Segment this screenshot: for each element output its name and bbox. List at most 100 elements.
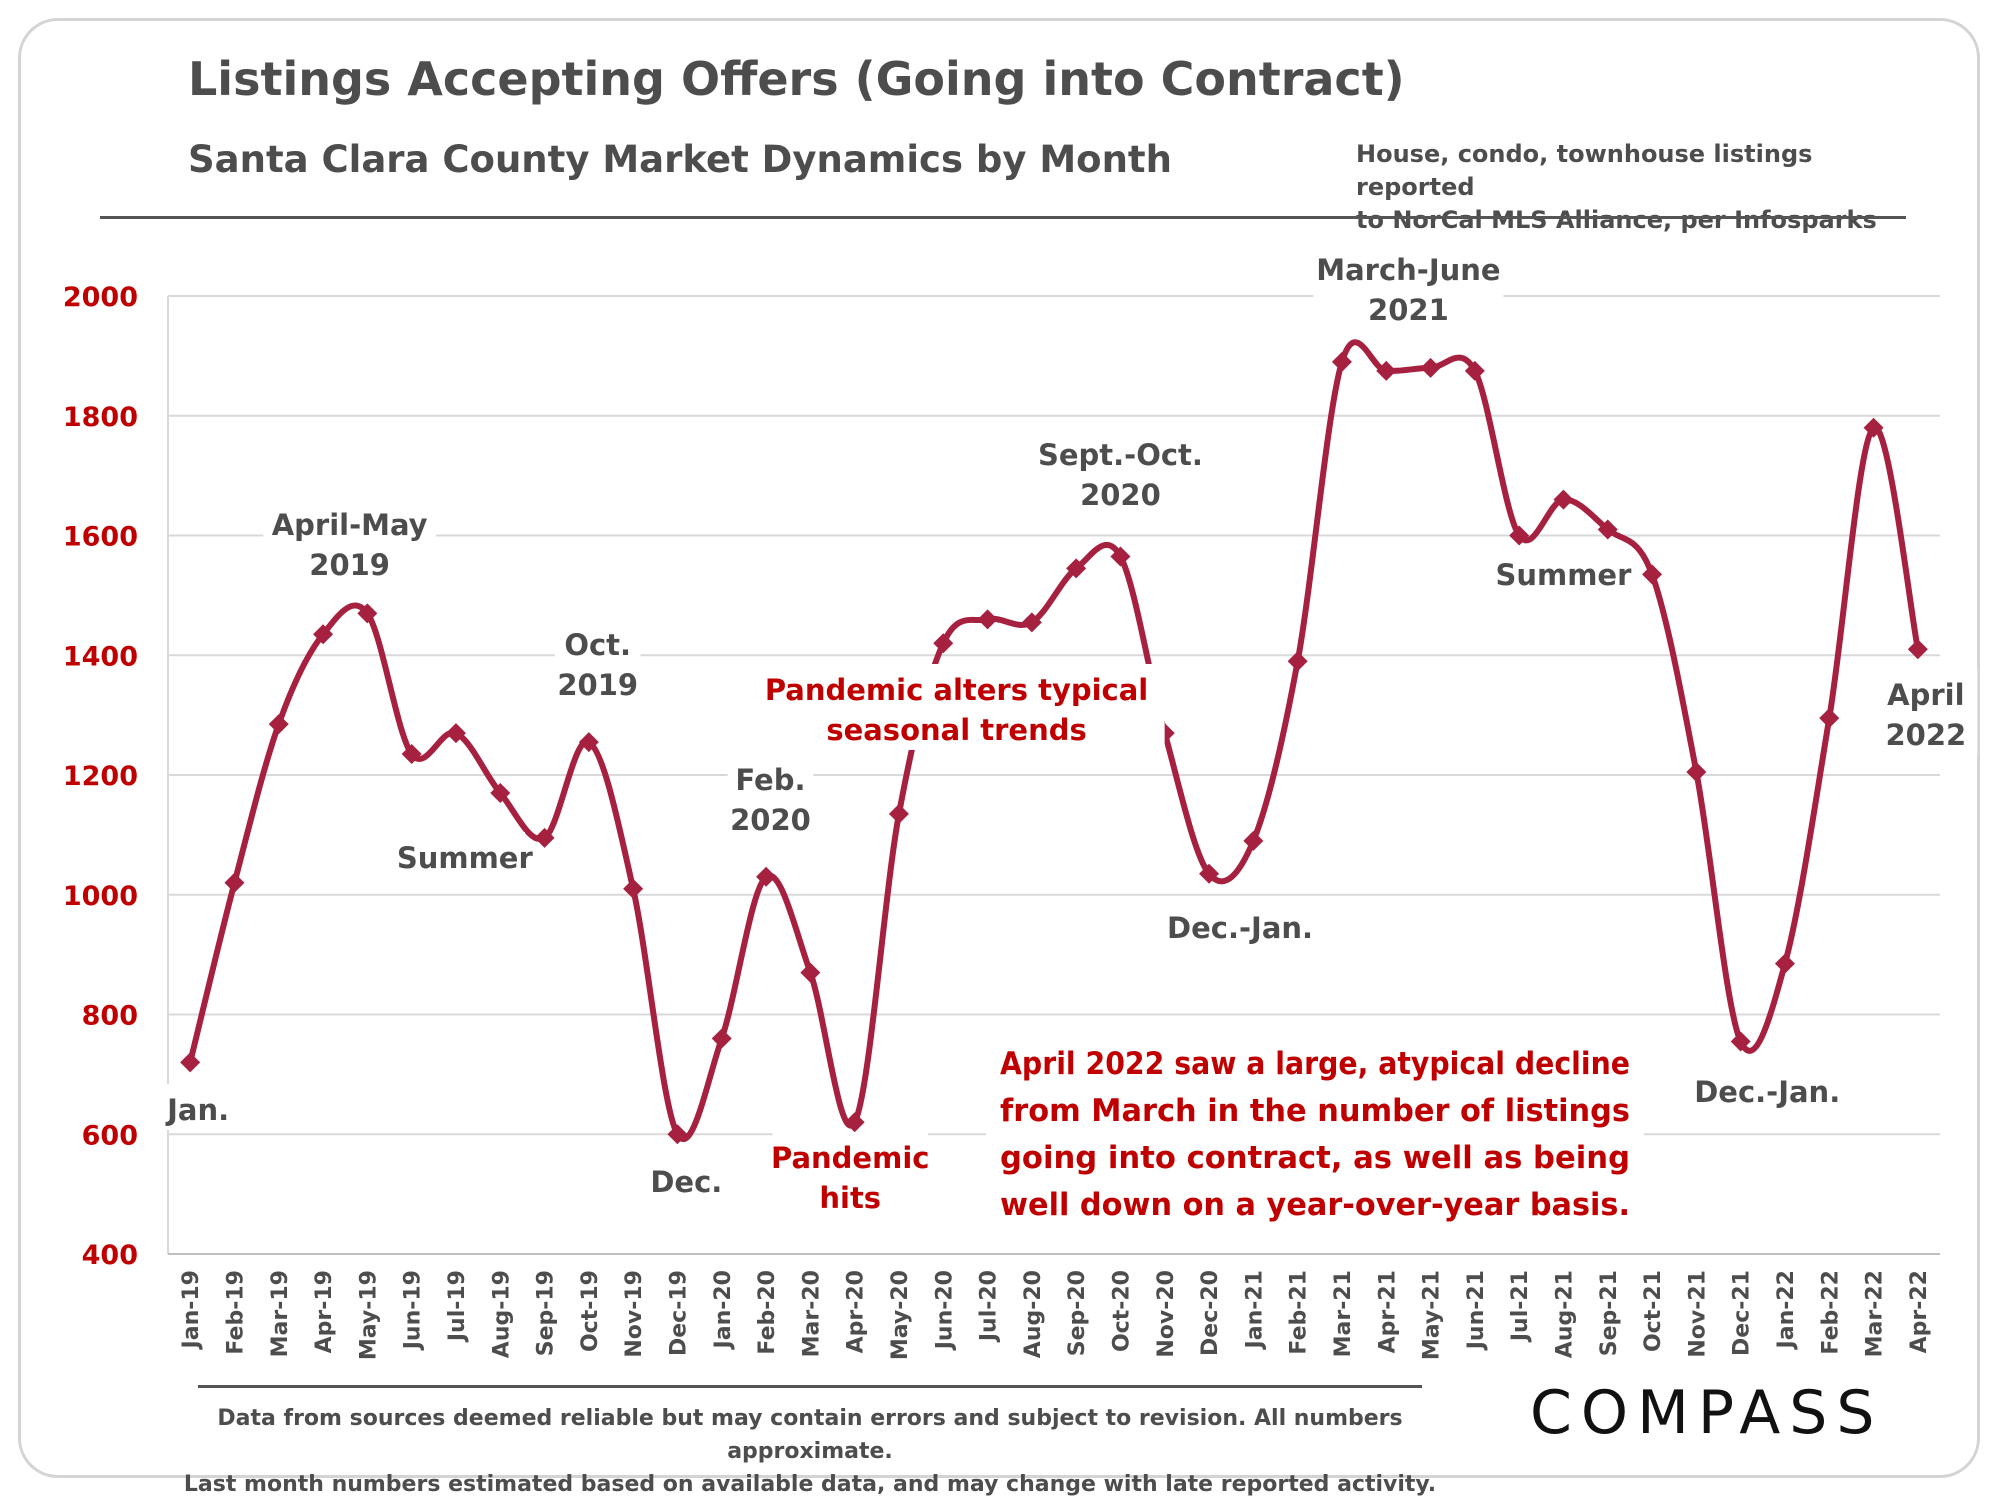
annotation: Dec. [643,1156,730,1202]
x-tick-label: Feb-22 [1818,1270,1843,1355]
data-point [578,732,599,753]
source-note-line-2: to NorCal MLS Alliance, per Infosparks [1356,206,1877,234]
data-point [1021,612,1042,633]
data-point [1110,546,1131,567]
annotation-text: Jan. [165,1093,229,1127]
footnote-line-2: Last month numbers estimated based on av… [183,1472,1437,1497]
annotation-text: Pandemic alters typical [765,673,1148,707]
source-note-line-1: House, condo, townhouse listings reporte… [1356,140,1813,201]
x-tick-label: Nov-20 [1154,1270,1179,1358]
y-tick-label: 1800 [63,402,138,433]
x-tick-label: Jun-19 [401,1270,426,1351]
y-tick-label: 800 [82,1001,138,1032]
data-point [888,803,909,824]
x-tick-label: Dec-19 [666,1270,691,1356]
x-tick-label: Jul-19 [445,1270,470,1343]
annotation: Dec.-Jan. [1153,902,1327,948]
annotation-background [748,664,1165,750]
annotation-background [643,1156,730,1202]
annotation-text: Feb. [735,763,805,797]
callout-line: from March in the number of listings [1000,1093,1630,1129]
footnote-line-1: Data from sources deemed reliable but ma… [217,1406,1403,1464]
x-tick-label: Apr-22 [1907,1270,1932,1353]
x-tick-label: Dec-20 [1198,1270,1223,1356]
data-point [1199,863,1220,884]
annotation-text: March-June [1316,253,1500,287]
x-tick-label: Apr-19 [312,1270,337,1353]
annotation: Oct. 2019 [554,619,641,705]
x-tick-label: Sep-19 [534,1270,559,1356]
callout-text: April 2022 saw a large, atypical decline… [986,1030,1644,1232]
data-point [623,878,644,899]
source-note: House, condo, townhouse listings reporte… [1356,138,1936,237]
data-point [534,827,555,848]
annotation-text: April [1887,678,1964,712]
annotation-background [1025,429,1216,515]
y-tick-label: 1600 [63,522,138,553]
annotation: Feb. 2020 [727,754,814,840]
annotation-text: Oct. [564,628,631,662]
data-point [1287,651,1308,672]
x-tick-label: Jul-21 [1508,1270,1533,1343]
x-tick-label: Feb-21 [1287,1270,1312,1355]
data-point [1553,489,1574,510]
data-point [357,603,378,624]
annotation-text: Sept.-Oct. [1038,438,1203,472]
x-tick-label: Mar-19 [268,1270,293,1357]
data-point [1730,1031,1751,1052]
data-point [1774,953,1795,974]
x-tick-label: Jan-20 [711,1270,736,1350]
annotation: March-June 2021 [1313,244,1504,330]
footnote: Data from sources deemed reliable but ma… [170,1402,1450,1501]
x-tick-label: Jun-20 [932,1270,957,1351]
data-point [1243,830,1264,851]
data-point [1819,708,1840,729]
annotation-background [263,499,436,585]
x-tick-label: May-19 [356,1270,381,1360]
annotation-text: Dec. [650,1165,722,1199]
annotation-text: Dec.-Jan. [1167,911,1313,945]
footer-divider [198,1385,1422,1388]
data-point [1509,525,1530,546]
x-tick-label: Aug-20 [1021,1270,1046,1358]
annotation: Sept.-Oct. 2020 [1025,429,1216,515]
annotation: Pandemic alters typical seasonal trends [748,664,1165,750]
x-tick-label: Jun-21 [1464,1270,1489,1351]
annotation-text: Dec.-Jan. [1694,1075,1840,1109]
callout-line: going into contract, as well as being [1000,1140,1630,1176]
x-tick-label: Mar-21 [1331,1270,1356,1357]
data-point [1066,558,1087,579]
y-tick-label: 1000 [63,881,138,912]
x-tick-label: Apr-21 [1375,1270,1400,1353]
data-point [844,1112,865,1133]
data-point [1642,564,1663,585]
annotation-text: April-May [272,508,428,542]
annotation: April 2022 [1874,669,1978,755]
data-point [1907,639,1928,660]
y-tick-label: 1400 [63,641,138,672]
chart-subtitle: Santa Clara County Market Dynamics by Mo… [188,138,1172,181]
x-tick-label: Oct-19 [578,1270,603,1352]
x-tick-label: Jan-22 [1774,1270,1799,1350]
header-divider [100,216,1906,219]
callout-background [986,1030,1644,1232]
y-tick-label: 1200 [63,761,138,792]
annotation: April-May 2019 [263,499,436,585]
data-point [224,872,245,893]
data-point [1376,360,1397,381]
x-tick-label: Aug-19 [489,1270,514,1358]
data-point [800,962,821,983]
data-point [1331,351,1352,372]
brand-logo: COMPASS [1530,1378,1884,1448]
data-point [268,714,289,735]
annotation-text: 2022 [1885,718,1966,752]
annotation-background [1153,902,1327,948]
x-tick-label: Mar-20 [799,1270,824,1357]
x-tick-label: Feb-19 [223,1270,248,1355]
x-tick-label: Nov-19 [622,1270,647,1358]
data-point [933,633,954,654]
annotation: Dec.-Jan. [1680,1066,1854,1112]
annotation-text: 2021 [1368,293,1449,327]
annotation-text: 2020 [730,803,811,837]
